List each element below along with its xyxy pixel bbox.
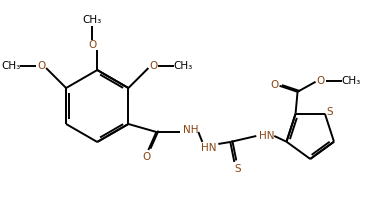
Text: CH₃: CH₃ — [174, 61, 193, 71]
Text: CH₃: CH₃ — [2, 61, 21, 71]
Text: O: O — [316, 76, 324, 86]
Text: HN: HN — [200, 143, 216, 153]
Text: O: O — [142, 152, 151, 162]
Text: NH: NH — [183, 125, 198, 135]
Text: O: O — [270, 80, 279, 90]
Text: HN: HN — [258, 131, 274, 141]
Text: CH₃: CH₃ — [341, 76, 360, 86]
Text: CH₃: CH₃ — [83, 15, 102, 25]
Text: O: O — [88, 40, 96, 50]
Text: S: S — [327, 107, 333, 117]
Text: S: S — [234, 164, 241, 174]
Text: O: O — [37, 61, 45, 71]
Text: O: O — [149, 61, 157, 71]
